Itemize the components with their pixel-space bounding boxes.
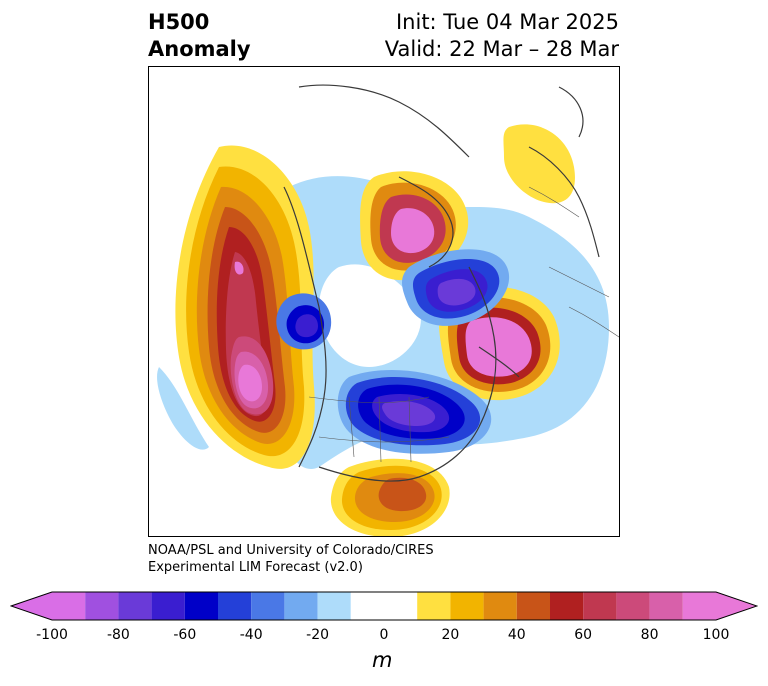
- colorbar-extend-min: [11, 592, 52, 620]
- colorbar-tick-label: -60: [173, 627, 197, 643]
- neutral-zone: [319, 264, 421, 367]
- coastlines: [283, 84, 600, 482]
- type-label: Anomaly: [148, 37, 251, 61]
- colorbar-bin: [52, 592, 86, 620]
- colorbar-ticks: -100 -80 -60 -40 -20 0 20 40 60 80 100: [0, 627, 768, 647]
- colorbar-unit: m: [372, 648, 393, 672]
- pos-anomaly-gulf: [330, 458, 450, 536]
- title-right: Init: Tue 04 Mar 2025 Valid: 22 Mar – 28…: [385, 9, 619, 63]
- colorbar-bin: [649, 592, 683, 620]
- colorbar-tick-label: 80: [640, 627, 659, 643]
- neg-anomaly-pacific-nw: [276, 293, 332, 350]
- political-borders: [308, 186, 619, 463]
- colorbar-bin: [317, 592, 351, 620]
- colorbar-tick-label: 100: [702, 627, 730, 643]
- credit-line-1: NOAA/PSL and University of Colorado/CIRE…: [148, 543, 434, 558]
- map-svg: [157, 84, 619, 536]
- pos-anomaly-atlantic: [439, 286, 560, 401]
- colorbar-bin: [284, 592, 318, 620]
- colorbar-bin: [516, 592, 550, 620]
- colorbar-bin: [118, 592, 152, 620]
- colorbar-bin: [483, 592, 517, 620]
- colorbar-bin: [184, 592, 218, 620]
- colorbar-bin: [450, 592, 484, 620]
- colorbar-bin: [616, 592, 650, 620]
- colorbar-bin: [251, 592, 285, 620]
- colorbar-bin: [151, 592, 185, 620]
- colorbar-bin: [350, 592, 418, 620]
- colorbar-bin: [550, 592, 584, 620]
- colorbar-bin: [417, 592, 451, 620]
- pos-anomaly-scandinavia: [503, 124, 575, 204]
- pos-anomaly-pacific: [175, 145, 315, 469]
- credit-line-2: Experimental LIM Forecast (v2.0): [148, 560, 363, 575]
- pos-anomaly-north: [360, 171, 469, 281]
- init-date: Init: Tue 04 Mar 2025: [395, 10, 619, 34]
- colorbar-bin: [682, 592, 716, 620]
- valid-range: Valid: 22 Mar – 28 Mar: [384, 37, 619, 61]
- colorbar-outline: [10, 591, 758, 621]
- colorbar-tick-label: -40: [239, 627, 263, 643]
- neg-anomaly-north-america: [337, 369, 492, 454]
- anomaly-map: [148, 66, 620, 537]
- colorbar-tick-label: 40: [507, 627, 526, 643]
- colorbar-tick-label: 60: [574, 627, 593, 643]
- colorbar-extend-max: [716, 592, 757, 620]
- colorbar-tick-label: 0: [379, 627, 389, 643]
- colorbar-bin: [218, 592, 252, 620]
- neg-anomaly-north-atlantic: [402, 249, 510, 326]
- colorbar-bin: [85, 592, 119, 620]
- variable-label: H500: [148, 10, 210, 34]
- credit-text: NOAA/PSL and University of Colorado/CIRE…: [148, 542, 434, 576]
- colorbar: [10, 591, 758, 621]
- colorbar-tick-label: -20: [306, 627, 330, 643]
- colorbar-tick-label: -100: [36, 627, 68, 643]
- colorbar-tick-label: 20: [441, 627, 460, 643]
- neg-region-lower-left: [157, 367, 209, 450]
- colorbar-tick-label: -80: [106, 627, 130, 643]
- colorbar-bin: [583, 592, 617, 620]
- title-left: H500 Anomaly: [148, 9, 251, 63]
